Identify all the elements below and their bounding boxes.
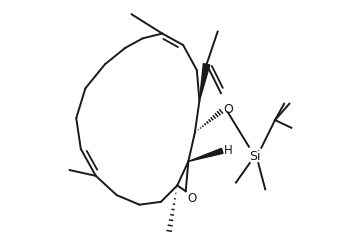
Text: O: O — [224, 103, 233, 116]
Text: O: O — [187, 193, 196, 205]
Text: H: H — [224, 144, 233, 157]
Polygon shape — [188, 148, 223, 162]
Polygon shape — [199, 64, 210, 101]
Text: Si: Si — [249, 150, 261, 163]
